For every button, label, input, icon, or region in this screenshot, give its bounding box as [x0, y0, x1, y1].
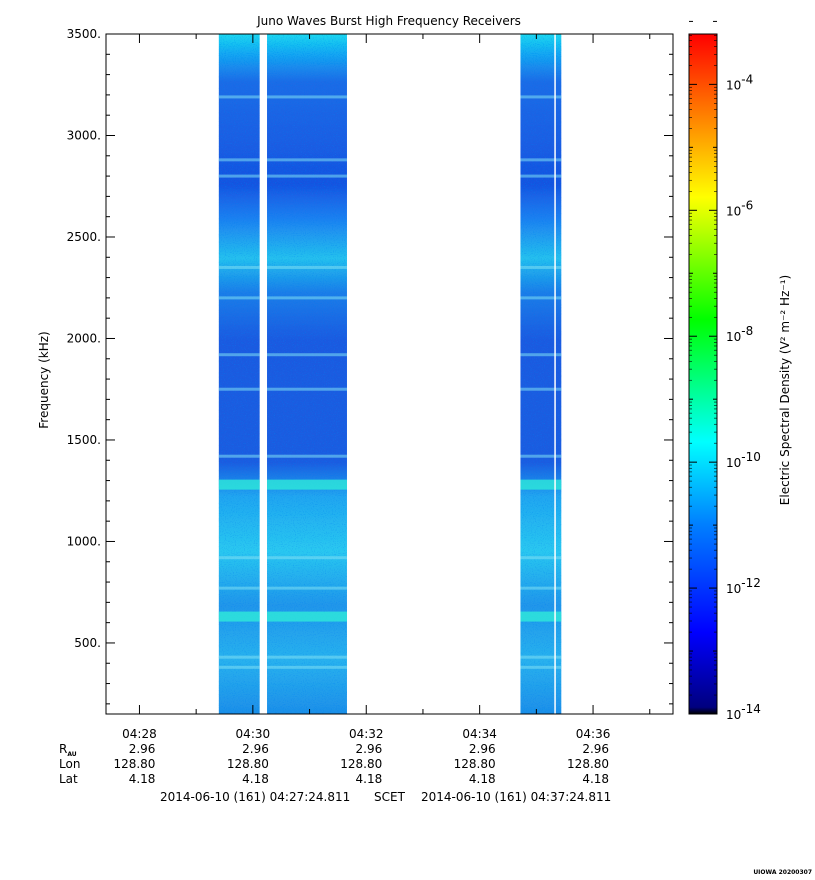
y-tick-label: 3500. — [67, 27, 101, 41]
ephem-value-lon: 128.80 — [567, 757, 609, 771]
colorbar-axis: 10-4 10-6 10-8 10-10 10-12 10-14 — [689, 20, 761, 722]
ephem-value-r_au: 2.96 — [582, 742, 609, 756]
ephem-label-lon: Lon — [59, 757, 80, 771]
x-tick-label: 04:32 — [349, 727, 384, 741]
emission-band — [267, 387, 347, 391]
data-block-1 — [267, 34, 347, 714]
emission-band — [267, 586, 347, 590]
emission-band — [218, 174, 260, 178]
emission-band — [520, 296, 562, 300]
colorbar-tick-label: 10-14 — [726, 702, 761, 722]
ephem-value-lon: 128.80 — [340, 757, 382, 771]
emission-band — [520, 265, 562, 269]
emission-band — [267, 556, 347, 560]
emission-band — [267, 265, 347, 269]
emission-bands — [218, 95, 562, 669]
ephem-value-lat: 4.18 — [582, 772, 609, 786]
emission-band — [267, 665, 347, 669]
emission-band — [218, 556, 260, 560]
plot-area — [106, 34, 673, 714]
y-tick-label: 2500. — [67, 230, 101, 244]
emission-band — [267, 95, 347, 99]
emission-band — [267, 611, 347, 622]
emission-band — [267, 174, 347, 178]
emission-band — [218, 479, 260, 490]
credit-stamp: UIOWA 20200307 — [753, 869, 812, 876]
emission-band — [218, 387, 260, 391]
y-tick-label: 1000. — [67, 534, 101, 548]
emission-band — [520, 479, 562, 490]
y-axis: 3500. 3000. 2500. 2000. 1500. 1000. 500. — [67, 27, 673, 705]
plot-frame — [105, 33, 674, 715]
ephem-value-lon: 128.80 — [454, 757, 496, 771]
emission-band — [267, 353, 347, 357]
emission-band — [218, 296, 260, 300]
x-axis: 04:28 04:30 04:32 04:34 04:36 — [122, 34, 651, 741]
ephem-value-lat: 4.18 — [469, 772, 496, 786]
time-range-start: 2014-06-10 (161) 04:27:24.811 — [160, 790, 350, 804]
ephem-value-r_au: 2.96 — [129, 742, 156, 756]
emission-band — [218, 353, 260, 357]
emission-band — [267, 454, 347, 458]
emission-band — [520, 556, 562, 560]
emission-band — [218, 586, 260, 590]
x-tick-label: 04:30 — [236, 727, 271, 741]
ephem-label-lat: Lat — [59, 772, 78, 786]
emission-band — [218, 611, 260, 622]
colorbar-tick-label: 10-10 — [726, 450, 761, 470]
y-tick-label: 500. — [74, 636, 101, 650]
emission-band — [218, 158, 260, 162]
y-tick-label: 3000. — [67, 128, 101, 142]
emission-band — [218, 655, 260, 659]
emission-band — [520, 158, 562, 162]
time-range-end: 2014-06-10 (161) 04:37:24.811 — [421, 790, 611, 804]
ephem-value-lon: 128.80 — [113, 757, 155, 771]
ephem-value-r_au: 2.96 — [356, 742, 383, 756]
colorbar-label: Electric Spectral Density (V² m⁻² Hz⁻¹) — [778, 275, 792, 505]
emission-band — [267, 479, 347, 490]
y-tick-label: 1500. — [67, 433, 101, 447]
emission-band — [520, 174, 562, 178]
emission-band — [520, 655, 562, 659]
y-axis-label: Frequency (kHz) — [37, 331, 51, 428]
x-tick-label: 04:36 — [576, 727, 611, 741]
x-tick-label: 04:34 — [462, 727, 497, 741]
emission-band — [520, 387, 562, 391]
x-tick-label: 04:28 — [122, 727, 157, 741]
emission-band — [218, 95, 260, 99]
colorbar-tick-label: 10-12 — [726, 576, 761, 596]
emission-band — [520, 353, 562, 357]
emission-band — [520, 586, 562, 590]
emission-band — [218, 665, 260, 669]
emission-band — [520, 454, 562, 458]
time-range-frame: SCET — [374, 790, 406, 804]
ephem-value-lat: 4.18 — [356, 772, 383, 786]
emission-band — [218, 454, 260, 458]
emission-band — [520, 665, 562, 669]
ephemeris-table: RAU Lon Lat 2.96128.804.182.96128.804.18… — [59, 742, 609, 786]
ephem-value-lat: 4.18 — [242, 772, 269, 786]
emission-band — [520, 611, 562, 622]
chart-title: Juno Waves Burst High Frequency Receiver… — [256, 14, 521, 28]
colorbar-tick-label: 10-4 — [726, 72, 753, 92]
emission-band — [267, 158, 347, 162]
ephem-label-r: RAU — [59, 742, 77, 758]
ephem-value-r_au: 2.96 — [242, 742, 269, 756]
colorbar — [688, 33, 718, 715]
ephem-value-r_au: 2.96 — [469, 742, 496, 756]
emission-band — [520, 95, 562, 99]
colorbar-tick-label: 10-8 — [726, 324, 753, 344]
y-tick-label: 2000. — [67, 331, 101, 345]
ephem-value-lon: 128.80 — [227, 757, 269, 771]
ephem-value-lat: 4.18 — [129, 772, 156, 786]
data-block-0 — [218, 34, 260, 714]
emission-band — [218, 265, 260, 269]
colorbar-tick-label: 10-6 — [726, 198, 753, 218]
emission-band — [267, 296, 347, 300]
emission-band — [267, 655, 347, 659]
